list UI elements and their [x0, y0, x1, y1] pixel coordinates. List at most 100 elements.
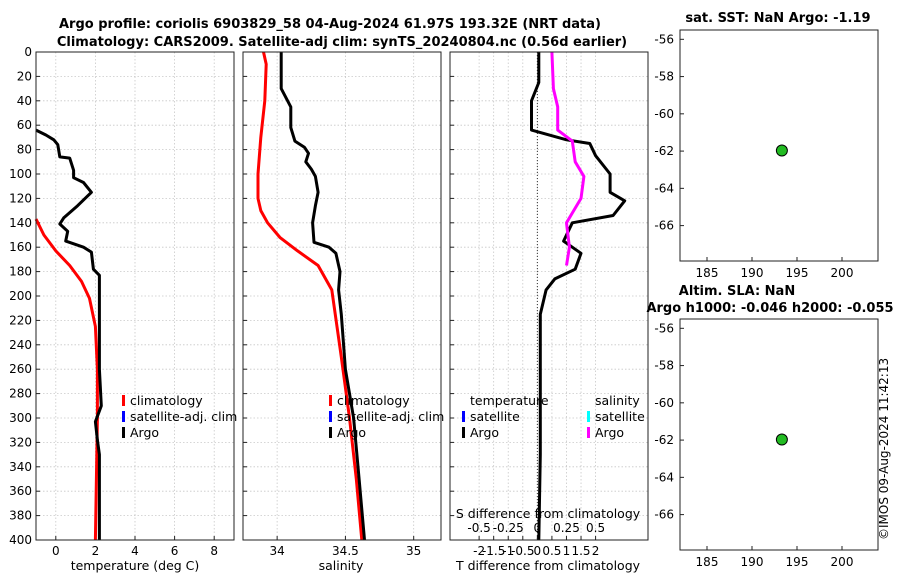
y-tick-label: 380 — [9, 509, 32, 523]
t-diff-axis-label: T difference from climatology — [455, 558, 641, 573]
x-tick-label: 4 — [131, 544, 139, 558]
x-tick-label: 2 — [592, 544, 600, 558]
map-x-tick-label: 195 — [786, 555, 809, 569]
map-x-tick-label: 190 — [741, 555, 764, 569]
figure-title-line1: Argo profile: coriolis 6903829_58 04-Aug… — [59, 17, 601, 32]
map-x-tick-label: 200 — [831, 266, 854, 280]
x-tick-label: 34.5 — [332, 544, 359, 558]
legend-label: satellite-adj. clim — [337, 409, 444, 424]
map-y-tick-label: -64 — [654, 181, 674, 195]
map-y-tick-label: -62 — [654, 144, 674, 158]
x-tick-label: 35 — [406, 544, 421, 558]
map-frame — [679, 29, 879, 262]
x-tick-label: 1.5 — [571, 544, 590, 558]
y-tick-label: 0 — [24, 45, 32, 59]
legend-head-salinity: salinity — [595, 393, 640, 408]
y-tick-label: 300 — [9, 411, 32, 425]
legend-head-temperature: temperature — [470, 393, 549, 408]
y-tick-label: 80 — [17, 143, 32, 157]
legend-label: Argo — [470, 425, 499, 440]
legend-label: Argo — [130, 425, 159, 440]
argo-location-marker — [775, 433, 788, 446]
map-y-tick-label: -62 — [654, 433, 674, 447]
x-tick-label: -0.5 — [511, 544, 534, 558]
y-tick-label: 280 — [9, 387, 32, 401]
x-tick-label: 0 — [52, 544, 60, 558]
series-line-climatology — [256, 51, 364, 541]
y-tick-label: 20 — [17, 69, 32, 83]
legend-swatch — [587, 427, 590, 438]
map-y-tick-label: -60 — [654, 396, 674, 410]
sla-map-title-line1: Altim. SLA: NaN — [679, 284, 795, 299]
x-tick-label: -1.5 — [482, 544, 505, 558]
s-diff-tick-label: -0.5 — [467, 521, 490, 535]
legend-swatch — [122, 395, 125, 406]
argo-location-marker — [775, 144, 788, 157]
y-tick-label: 340 — [9, 460, 32, 474]
difference-panel: -2-1.5-1-0.5 0 0.5 1 1.5 2-0.5 -0.25 0 0.25 0.5te… — [449, 51, 649, 558]
s-diff-tick-label: -0.25 — [493, 521, 524, 535]
legend-label: Argo — [337, 425, 366, 440]
map-x-tick-label: 185 — [696, 266, 719, 280]
legend-swatch — [122, 411, 125, 422]
y-tick-label: 240 — [9, 338, 32, 352]
map-x-tick-label: 200 — [831, 555, 854, 569]
map-y-tick-label: -58 — [654, 70, 674, 84]
s-diff-tick-label: 0 — [534, 521, 542, 535]
y-tick-label: 140 — [9, 216, 32, 230]
x-tick-label: 0.5 — [542, 544, 561, 558]
legend-label: Argo — [595, 425, 624, 440]
figure-title-line2: Climatology: CARS2009. Satellite-adj cli… — [57, 35, 627, 50]
salinity-axis-label: salinity — [319, 558, 364, 573]
map-y-tick-label: -60 — [654, 107, 674, 121]
temperature-axis-label: temperature (deg C) — [71, 558, 200, 573]
legend-swatch — [462, 411, 465, 422]
y-tick-label: 100 — [9, 167, 32, 181]
s-diff-tick-label: 0.5 — [586, 521, 605, 535]
y-tick-label: 60 — [17, 118, 32, 132]
plot-frame — [449, 51, 649, 541]
x-tick-label: 2 — [92, 544, 100, 558]
legend-swatch — [329, 427, 332, 438]
series-line-argo — [279, 52, 366, 541]
map-x-tick-label: 190 — [741, 266, 764, 280]
sst-map-title: sat. SST: NaN Argo: -1.19 — [685, 11, 870, 26]
x-tick-label: 8 — [210, 544, 218, 558]
series-line-climatology — [34, 218, 99, 541]
x-tick-label: -2 — [473, 544, 485, 558]
map-y-tick-label: -66 — [654, 219, 674, 233]
map-y-tick-label: -56 — [654, 321, 674, 335]
y-tick-label: 180 — [9, 265, 32, 279]
legend-label: satellite — [595, 409, 645, 424]
legend-label: climatology — [130, 393, 203, 408]
series-line-argo — [35, 128, 103, 540]
plot-frame — [35, 51, 235, 541]
sla-map-title-line2: Argo h1000: -0.046 h2000: -0.055 — [646, 301, 893, 316]
legend-label: satellite-adj. clim — [130, 409, 237, 424]
y-tick-label: 120 — [9, 191, 32, 205]
y-tick-label: 160 — [9, 240, 32, 254]
y-tick-label: 220 — [9, 313, 32, 327]
legend-swatch — [329, 395, 332, 406]
s-diff-axis-label: S difference from climatology — [456, 506, 641, 521]
map-x-tick-label: 185 — [696, 555, 719, 569]
x-tick-label: 6 — [171, 544, 179, 558]
plot-frame — [242, 51, 442, 541]
temperature-panel: 0204060801001201401601802002202402602803… — [9, 45, 237, 558]
x-tick-label: -1 — [502, 544, 514, 558]
series-line-t-argo — [530, 52, 627, 541]
sst-map-panel: 185 190 195 200 -56 -58 -60 -62 -64 -66 — [654, 29, 879, 280]
legend-label: climatology — [337, 393, 410, 408]
y-tick-label: 200 — [9, 289, 32, 303]
legend-swatch — [462, 427, 465, 438]
legend-label: satellite — [470, 409, 520, 424]
sla-map-panel: 185 190 195 200 -56 -58 -60 -62 -64 -66 — [654, 318, 879, 569]
x-tick-label: 1 — [563, 544, 571, 558]
y-tick-label: 360 — [9, 484, 32, 498]
y-tick-label: 320 — [9, 435, 32, 449]
legend-swatch — [329, 411, 332, 422]
y-tick-label: 40 — [17, 94, 32, 108]
x-tick-label: 0 — [534, 544, 542, 558]
y-tick-label: 400 — [9, 533, 32, 547]
